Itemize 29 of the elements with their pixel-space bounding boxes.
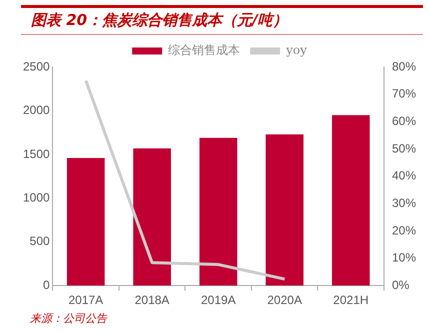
y2-tick-label: 80% xyxy=(392,59,416,74)
y2-tick-label: 40% xyxy=(392,168,416,183)
x-tick-label: 2021H xyxy=(333,293,369,308)
y2-tick-label: 50% xyxy=(392,141,416,156)
y2-tick-label: 10% xyxy=(392,250,416,265)
y2-tick-label: 70% xyxy=(392,86,416,101)
y-tick-label: 1500 xyxy=(22,146,50,161)
y-tick-label: 2000 xyxy=(22,103,50,118)
bar xyxy=(66,158,105,286)
x-tick-label: 2020A xyxy=(267,293,302,308)
legend-label: 综合销售成本 xyxy=(168,43,240,58)
y-tick-label: 0 xyxy=(43,278,50,292)
y2-tick-label: 60% xyxy=(392,114,416,128)
y-tick-label: 1000 xyxy=(22,190,50,204)
y-tick-label: 500 xyxy=(30,234,50,248)
bar xyxy=(199,138,238,286)
y2-tick-label: 0% xyxy=(392,278,410,292)
source-note: 来源：公司公告 xyxy=(30,311,108,326)
bar xyxy=(266,134,304,286)
x-tick-label: 2018A xyxy=(134,293,170,308)
bar xyxy=(133,148,171,286)
chart-title: 图表 20：焦炭综合销售成本（元/吨） xyxy=(21,5,423,35)
y2-tick-label: 30% xyxy=(392,196,416,210)
y2-tick-label: 20% xyxy=(392,223,416,238)
legend-label: yoy xyxy=(285,43,308,58)
y-tick-label: 2500 xyxy=(22,59,50,74)
x-tick-label: 2019A xyxy=(200,293,236,308)
x-tick-label: 2017A xyxy=(68,293,104,308)
bar xyxy=(332,115,370,286)
